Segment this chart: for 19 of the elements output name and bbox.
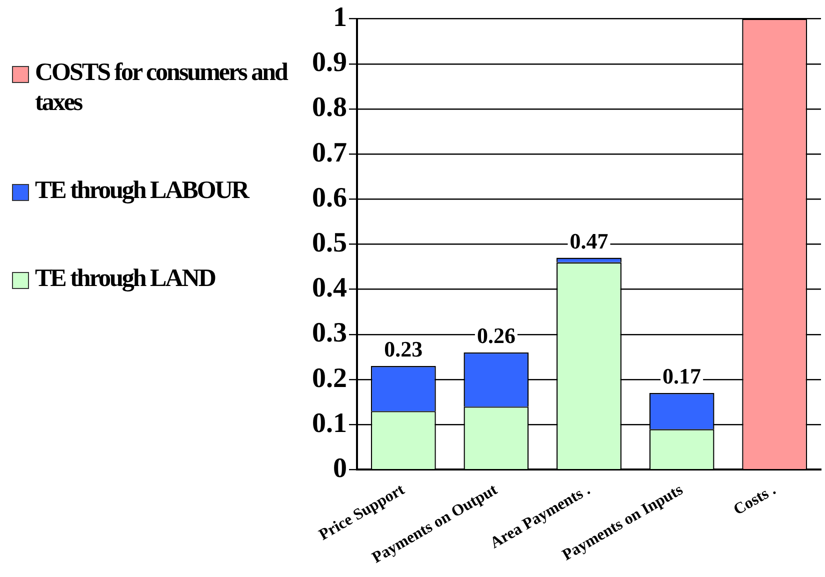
x-tick-label: Costs . bbox=[730, 481, 779, 519]
y-tick-label: 0.1 bbox=[312, 408, 347, 439]
y-tick-label: 0.7 bbox=[312, 137, 347, 168]
y-tick-label: 0.9 bbox=[312, 47, 347, 78]
total-label: 0.23 bbox=[384, 336, 423, 362]
y-tick-label: 0.2 bbox=[312, 362, 347, 394]
y-tick-label: 0.6 bbox=[312, 182, 347, 214]
total-label: 0.17 bbox=[662, 364, 702, 389]
legend-label: TE through LAND bbox=[35, 264, 215, 294]
legend-label: COSTS for consumers and taxes bbox=[35, 58, 288, 118]
total-label: 0.26 bbox=[476, 323, 516, 348]
y-tick-label: 0.5 bbox=[312, 227, 347, 258]
y-tick-label: 0.3 bbox=[312, 318, 347, 349]
y-tick-label: 1 bbox=[333, 2, 347, 34]
y-tick-label: 0.8 bbox=[312, 92, 347, 124]
y-tick-label: 0.4 bbox=[312, 272, 347, 304]
legend-label: TE through LABOUR bbox=[35, 176, 248, 206]
y-tick-label: 0 bbox=[333, 452, 347, 484]
total-label: 0.47 bbox=[570, 228, 608, 254]
